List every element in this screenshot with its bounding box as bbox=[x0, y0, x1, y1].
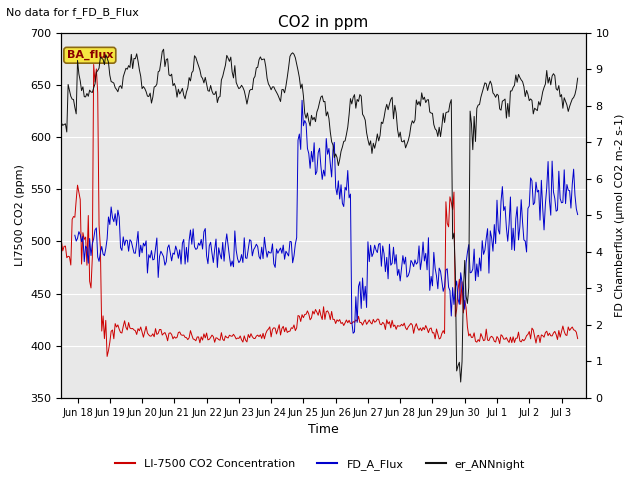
Text: No data for f_FD_B_Flux: No data for f_FD_B_Flux bbox=[6, 7, 140, 18]
Y-axis label: LI7500 CO2 (ppm): LI7500 CO2 (ppm) bbox=[15, 164, 25, 266]
Legend: LI-7500 CO2 Concentration, FD_A_Flux, er_ANNnight: LI-7500 CO2 Concentration, FD_A_Flux, er… bbox=[111, 455, 529, 474]
Title: CO2 in ppm: CO2 in ppm bbox=[278, 15, 369, 30]
Text: BA_flux: BA_flux bbox=[67, 50, 113, 60]
Y-axis label: FD Chamberflux (μmol CO2 m-2 s-1): FD Chamberflux (μmol CO2 m-2 s-1) bbox=[615, 114, 625, 317]
X-axis label: Time: Time bbox=[308, 423, 339, 436]
